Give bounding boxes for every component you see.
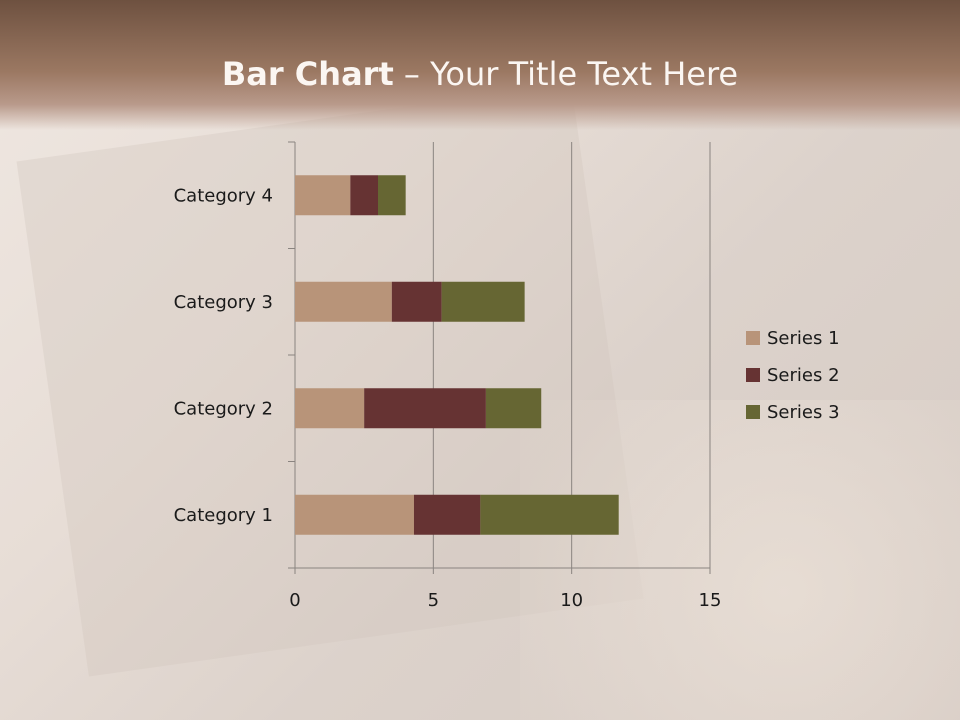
title-bar (0, 0, 960, 130)
bar-series-1-category-1 (295, 494, 414, 535)
legend-label: Series 2 (767, 365, 840, 386)
x-tick-label: 5 (428, 590, 439, 611)
bar-series-1-category-4 (295, 175, 351, 216)
x-tick-label: 15 (699, 590, 722, 611)
category-label: Category 4 (174, 185, 273, 206)
legend-swatch (746, 368, 760, 382)
category-label: Category 2 (174, 398, 273, 419)
bar-series-3-category-1 (480, 494, 619, 535)
legend-label: Series 1 (767, 328, 840, 349)
legend-label: Series 3 (767, 402, 840, 423)
background-pearls (520, 400, 960, 720)
category-label: Category 3 (174, 292, 273, 313)
bar-series-1-category-3 (295, 281, 392, 322)
bar-series-1-category-2 (295, 388, 365, 429)
bar-series-2-category-1 (413, 494, 481, 535)
bar-series-3-category-4 (378, 175, 406, 216)
legend-swatch (746, 405, 760, 419)
bar-series-3-category-3 (441, 281, 525, 322)
bar-series-3-category-2 (485, 388, 542, 429)
category-label: Category 1 (174, 505, 273, 526)
legend-swatch (746, 331, 760, 345)
bar-series-2-category-4 (350, 175, 378, 216)
bar-series-2-category-3 (391, 281, 442, 322)
x-tick-label: 10 (560, 590, 583, 611)
bar-series-2-category-2 (364, 388, 486, 429)
slide-title: Bar Chart – Your Title Text Here (221, 55, 739, 93)
x-tick-label: 0 (289, 590, 300, 611)
